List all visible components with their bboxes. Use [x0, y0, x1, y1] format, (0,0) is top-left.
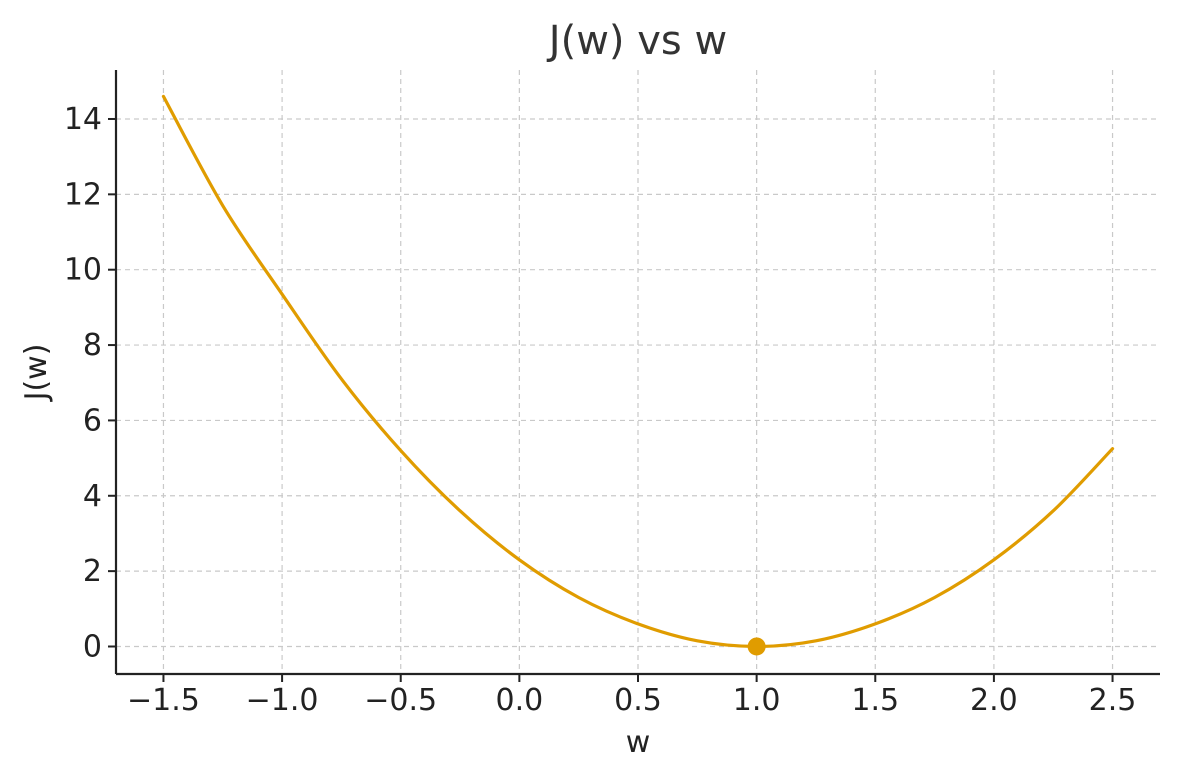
y-tick-label: 2 — [83, 554, 102, 589]
y-tick-label: 14 — [64, 102, 102, 137]
y-tick-label: 10 — [64, 253, 102, 288]
y-tick-label: 12 — [64, 177, 102, 212]
minimum-point-marker — [747, 637, 766, 656]
x-tick-label: 1.5 — [851, 683, 899, 718]
x-tick-label: 1.0 — [733, 683, 781, 718]
y-tick-label: 8 — [83, 328, 102, 363]
x-tick-label: −1.0 — [246, 683, 319, 718]
grid — [116, 70, 1160, 674]
series-layer — [161, 94, 1115, 656]
chart-title: J(w) vs w — [546, 18, 727, 64]
x-axis-label: w — [626, 725, 651, 760]
ticks: −1.5 −1.0 −0.5 0.0 0.5 1.0 1.5 2.0 2.5 0 2 4 6 8 10 12 1… — [64, 102, 1137, 718]
y-axis-label: J(w) — [19, 344, 54, 403]
x-tick-label: 0.0 — [496, 683, 544, 718]
x-tick-label: 2.5 — [1089, 683, 1137, 718]
x-tick-label: −1.5 — [127, 683, 200, 718]
x-tick-label: −0.5 — [364, 683, 437, 718]
y-tick-label: 0 — [83, 629, 102, 664]
series-line — [161, 94, 1115, 649]
y-tick-label: 4 — [83, 479, 102, 514]
y-tick-label: 6 — [83, 403, 102, 438]
x-tick-label: 2.0 — [970, 683, 1018, 718]
x-tick-label: 0.5 — [614, 683, 662, 718]
